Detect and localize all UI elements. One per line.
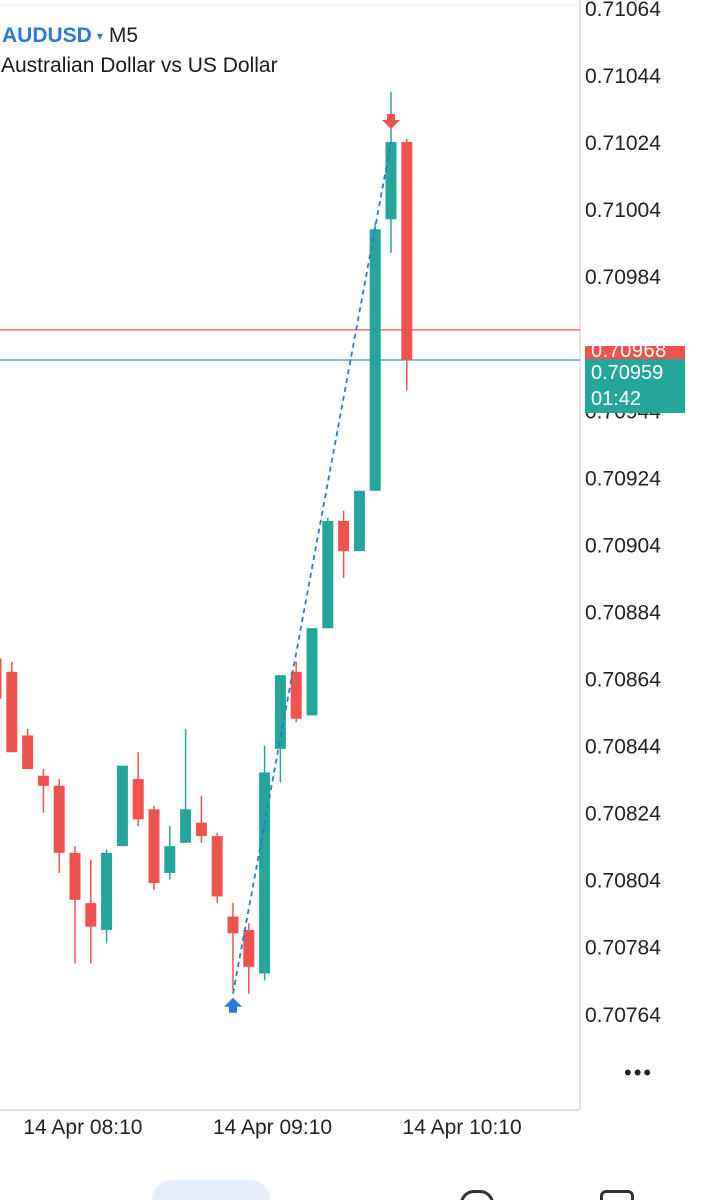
candle-body — [306, 628, 318, 716]
bull-candle — [322, 517, 334, 629]
candle-body — [6, 671, 18, 753]
bar-countdown: 01:42 — [591, 388, 642, 410]
candle-body — [180, 809, 192, 843]
bear-candle — [211, 832, 223, 904]
candle-body — [243, 929, 255, 967]
history-icon[interactable] — [460, 1190, 494, 1200]
candle-body — [401, 142, 413, 361]
bear-candle — [148, 805, 160, 890]
candle-body — [322, 520, 334, 629]
time-tick-label: 14 Apr 10:10 — [403, 1116, 522, 1139]
bid-ask-lines — [0, 329, 580, 361]
bull-candle — [101, 849, 113, 944]
candle-body — [85, 903, 97, 927]
candle-body — [353, 490, 365, 552]
time-tick-label: 14 Apr 09:10 — [213, 1116, 332, 1139]
candle-body — [385, 142, 397, 220]
price-tick-label: 0.70764 — [585, 1004, 661, 1027]
price-tick-label: 0.70884 — [585, 601, 661, 624]
time-tick-label: 14 Apr 08:10 — [23, 1116, 142, 1139]
bear-candle — [6, 661, 18, 753]
bear-candle — [69, 846, 81, 964]
bear-candle — [0, 658, 2, 699]
bull-candle — [369, 222, 381, 491]
trade-dashed-line — [232, 141, 392, 994]
price-tick-label: 0.70984 — [585, 266, 661, 289]
price-tick-label: 0.71004 — [585, 199, 661, 222]
chevron-down-icon: ▾ — [96, 29, 103, 43]
bear-candle — [22, 728, 34, 770]
price-axis: 0.71064 0.71044 0.71024 0.71004 0.70984 0.709… — [585, 0, 661, 1027]
candle-body — [101, 852, 113, 930]
candle-body — [227, 916, 239, 934]
candle-body — [37, 775, 49, 786]
price-tick-label: 0.71064 — [585, 0, 661, 21]
candle-body — [290, 671, 302, 719]
bull-candle — [180, 728, 192, 843]
candles — [0, 91, 413, 994]
price-tick-label: 0.70924 — [585, 467, 661, 490]
price-tick-label: 0.70804 — [585, 870, 661, 893]
candle-body — [195, 822, 207, 837]
bottom-navigation — [0, 1176, 705, 1200]
candle-body — [338, 520, 350, 552]
bear-candle — [195, 795, 207, 843]
bear-candle — [290, 661, 302, 723]
candle-body — [369, 229, 381, 491]
candle-body — [22, 735, 34, 770]
bear-candle — [227, 903, 239, 991]
bear-candle — [401, 138, 413, 391]
bull-candle — [164, 826, 176, 880]
bear-candle — [132, 752, 144, 827]
candle-body — [259, 772, 271, 974]
price-tick-label: 0.70784 — [585, 937, 661, 960]
candle-body — [53, 785, 65, 853]
price-tick-label: 0.71024 — [585, 132, 661, 155]
plot-area-border — [0, 0, 581, 1111]
candle-body — [274, 675, 286, 749]
bear-candle — [85, 859, 97, 964]
sell-arrow-icon — [382, 113, 400, 129]
candle-body — [69, 852, 81, 900]
bid-price-tag: 0.70959 01:42 — [585, 359, 685, 413]
symbol-description: Australian Dollar vs US Dollar — [1, 54, 278, 77]
bear-candle — [37, 769, 49, 813]
price-tick-label: 0.70844 — [585, 736, 661, 759]
price-tick-label: 0.70864 — [585, 669, 661, 692]
price-tick-label: 0.71044 — [585, 65, 661, 88]
candle-body — [0, 658, 2, 699]
bull-candle — [259, 745, 271, 981]
candle-body — [132, 779, 144, 820]
candle-body — [148, 809, 160, 884]
candle-body — [211, 836, 223, 897]
timeframe-label: M5 — [108, 24, 139, 47]
settings-icon[interactable] — [600, 1190, 634, 1200]
trade-markers — [224, 113, 400, 1013]
bull-candle — [116, 765, 128, 847]
ask-price-tag: 0.70968 — [585, 346, 685, 359]
bear-candle — [338, 510, 350, 578]
candle-body — [116, 765, 128, 847]
time-axis: 14 Apr 08:10 14 Apr 09:10 14 Apr 10:10 — [23, 1116, 521, 1139]
bear-candle — [53, 779, 65, 873]
price-tick-label: 0.70824 — [585, 803, 661, 826]
buy-arrow-icon — [224, 997, 242, 1013]
ask-price: 0.70968 — [591, 346, 667, 359]
bear-candle — [243, 923, 255, 994]
symbol-selector[interactable]: AUDUSD ▾ M5 — [2, 24, 138, 48]
bull-candle — [353, 490, 365, 552]
bull-candle — [274, 675, 286, 783]
symbol-name: AUDUSD — [2, 24, 92, 47]
bid-price: 0.70959 — [591, 362, 664, 384]
bull-candle — [306, 628, 318, 716]
nav-active-pill[interactable] — [152, 1180, 270, 1200]
more-dots-icon[interactable]: ••• — [624, 1060, 654, 1085]
candle-body — [164, 846, 176, 873]
price-tick-label: 0.70904 — [585, 534, 661, 557]
